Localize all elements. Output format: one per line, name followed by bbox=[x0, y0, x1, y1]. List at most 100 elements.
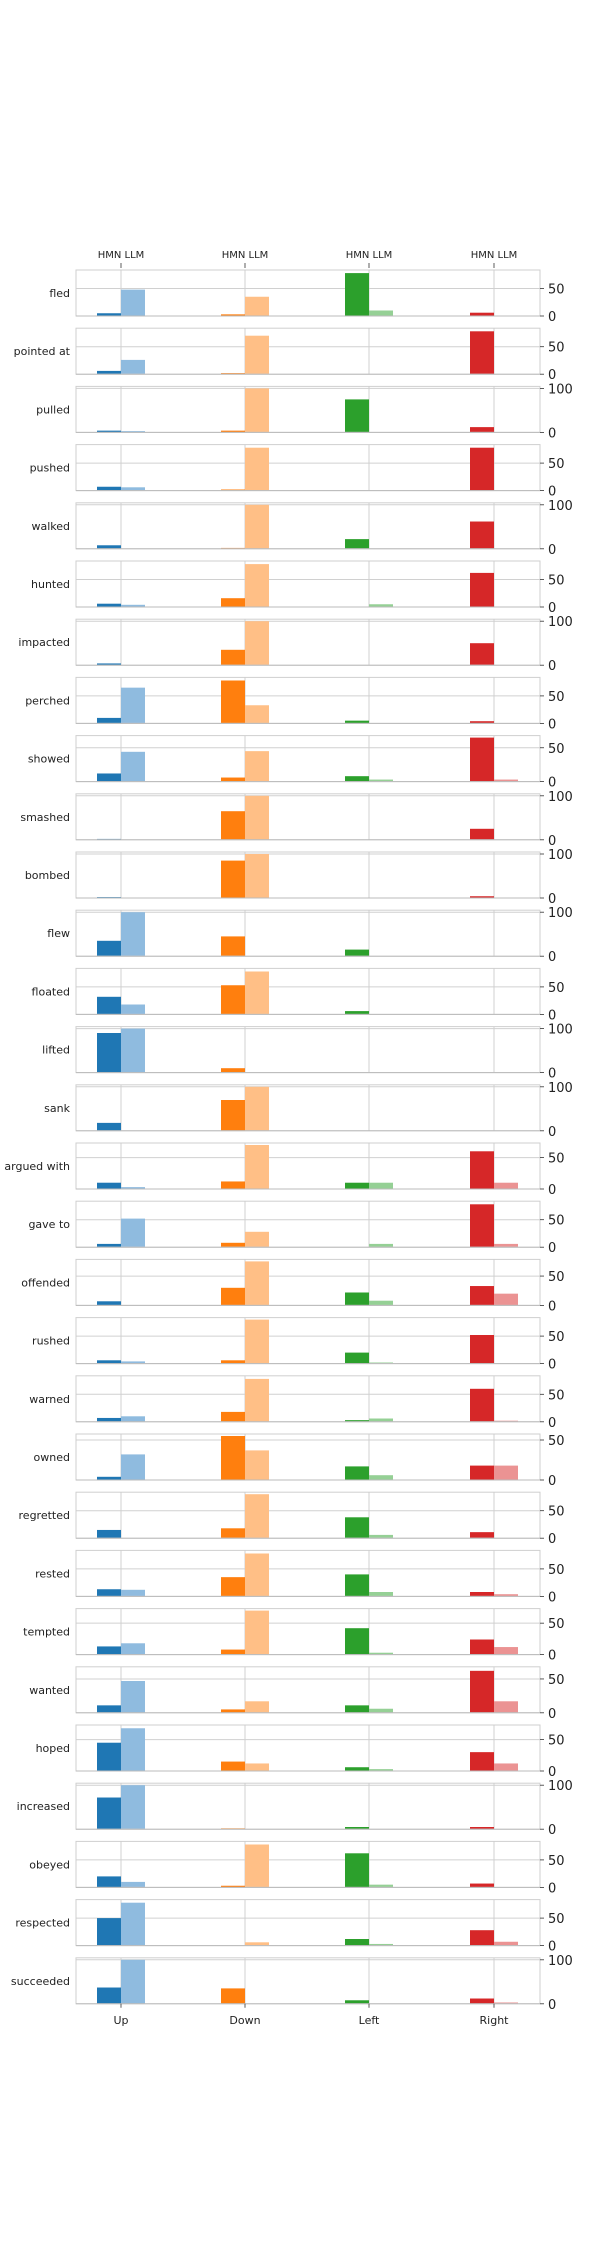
bar-hmn-up bbox=[97, 1417, 121, 1422]
bar-llm-down bbox=[245, 751, 269, 782]
y-tick-label: 50 bbox=[548, 457, 565, 472]
bar-hmn-down bbox=[221, 811, 245, 840]
bar-llm-left bbox=[369, 1592, 393, 1597]
bar-hmn-down bbox=[221, 1709, 245, 1713]
row-label: offended bbox=[21, 1276, 70, 1289]
bar-hmn-up bbox=[97, 1182, 121, 1189]
bar-hmn-up bbox=[97, 313, 121, 316]
bar-hmn-right bbox=[470, 1930, 494, 1946]
panel-frame bbox=[75, 1840, 541, 1888]
bar-llm-right bbox=[494, 2002, 518, 2004]
bar-llm-left bbox=[369, 1475, 393, 1480]
bar-llm-up bbox=[121, 1004, 145, 1015]
row-label: smashed bbox=[20, 811, 70, 824]
bar-hmn-up bbox=[97, 940, 121, 957]
bar-hmn-right bbox=[470, 1670, 494, 1713]
bar-llm-down bbox=[245, 1261, 269, 1306]
y-tick-label: 0 bbox=[548, 1067, 556, 1082]
bar-hmn-down bbox=[221, 1988, 245, 2004]
top-label-1: HMN LLM bbox=[222, 250, 269, 261]
bar-llm-left bbox=[369, 1884, 393, 1888]
bar-hmn-left bbox=[345, 1939, 369, 1946]
bar-llm-left bbox=[369, 1769, 393, 1771]
bar-llm-up bbox=[121, 1881, 145, 1888]
bar-hmn-down bbox=[221, 777, 245, 782]
panel-frame bbox=[75, 1026, 541, 1074]
y-tick-label: 100 bbox=[548, 848, 573, 863]
panel-frame bbox=[75, 676, 541, 724]
bar-hmn-down bbox=[221, 1436, 245, 1480]
y-tick-label: 50 bbox=[548, 1617, 565, 1632]
y-tick-label: 100 bbox=[548, 1081, 573, 1096]
bar-hmn-left bbox=[345, 776, 369, 782]
y-tick-label: 0 bbox=[548, 1474, 556, 1489]
y-tick-label: 100 bbox=[548, 1954, 573, 1969]
bar-hmn-right bbox=[470, 1827, 494, 1830]
bar-hmn-right bbox=[470, 721, 494, 724]
bar-llm-down bbox=[245, 1378, 269, 1422]
bar-llm-down bbox=[245, 1610, 269, 1655]
bar-hmn-up bbox=[97, 717, 121, 724]
top-label-3: HMN LLM bbox=[471, 250, 518, 261]
bar-llm-up bbox=[121, 751, 145, 782]
top-label-2: HMN LLM bbox=[346, 250, 393, 261]
panel-frame bbox=[75, 1957, 541, 2005]
bar-llm-down bbox=[245, 795, 269, 840]
y-tick-label: 100 bbox=[548, 906, 573, 921]
bar-hmn-up bbox=[97, 1360, 121, 1364]
bar-llm-left bbox=[369, 1534, 393, 1539]
bar-hmn-down bbox=[221, 598, 245, 607]
bar-hmn-right bbox=[470, 1335, 494, 1364]
bar-llm-up bbox=[121, 687, 145, 724]
row-label: lifted bbox=[42, 1044, 70, 1057]
bar-hmn-right bbox=[470, 1465, 494, 1480]
bar-hmn-up bbox=[97, 486, 121, 491]
bar-hmn-left bbox=[345, 720, 369, 724]
bar-hmn-down bbox=[221, 1761, 245, 1771]
bar-llm-left bbox=[369, 1943, 393, 1946]
row-label: hoped bbox=[36, 1742, 70, 1755]
row-label: tempted bbox=[23, 1626, 70, 1639]
bar-llm-up bbox=[121, 1361, 145, 1364]
bar-llm-right bbox=[494, 1465, 518, 1480]
bar-llm-down bbox=[245, 1319, 269, 1364]
bar-hmn-left bbox=[345, 1292, 369, 1306]
y-tick-label: 0 bbox=[548, 601, 556, 616]
bar-hmn-right bbox=[470, 1204, 494, 1248]
y-tick-label: 0 bbox=[548, 1707, 556, 1722]
bar-hmn-right bbox=[470, 1752, 494, 1771]
bar-llm-down bbox=[245, 1086, 269, 1131]
bar-hmn-right bbox=[470, 447, 494, 491]
y-tick-label: 0 bbox=[548, 543, 556, 558]
bar-llm-right bbox=[494, 1594, 518, 1597]
bar-hmn-down bbox=[221, 489, 245, 491]
bar-llm-up bbox=[121, 1416, 145, 1422]
bar-hmn-left bbox=[345, 1827, 369, 1830]
y-tick-label: 100 bbox=[548, 499, 573, 514]
row-label: hunted bbox=[31, 578, 70, 591]
row-label: bombed bbox=[25, 869, 70, 882]
bar-llm-left bbox=[369, 310, 393, 316]
bar-llm-down bbox=[245, 1844, 269, 1888]
y-tick-label: 0 bbox=[548, 1940, 556, 1955]
row-label: walked bbox=[31, 520, 70, 533]
bar-llm-up bbox=[121, 1454, 145, 1480]
y-tick-label: 0 bbox=[548, 1299, 556, 1314]
bar-llm-right bbox=[494, 1243, 518, 1248]
bar-llm-up bbox=[121, 1959, 145, 2004]
y-tick-label: 100 bbox=[548, 615, 573, 630]
y-tick-label: 0 bbox=[548, 1241, 556, 1256]
y-tick-label: 0 bbox=[548, 1358, 556, 1373]
bar-hmn-left bbox=[345, 539, 369, 549]
bar-llm-left bbox=[369, 1300, 393, 1306]
row-label: showed bbox=[28, 753, 70, 766]
bar-hmn-up bbox=[97, 1705, 121, 1713]
row-label: warned bbox=[29, 1393, 70, 1406]
bar-llm-down bbox=[245, 621, 269, 666]
bar-llm-left bbox=[369, 1652, 393, 1655]
y-tick-label: 0 bbox=[548, 1998, 556, 2013]
y-tick-label: 50 bbox=[548, 1854, 565, 1869]
row-label: fled bbox=[49, 287, 70, 300]
y-tick-label: 0 bbox=[548, 1183, 556, 1198]
bar-llm-right bbox=[494, 1182, 518, 1189]
